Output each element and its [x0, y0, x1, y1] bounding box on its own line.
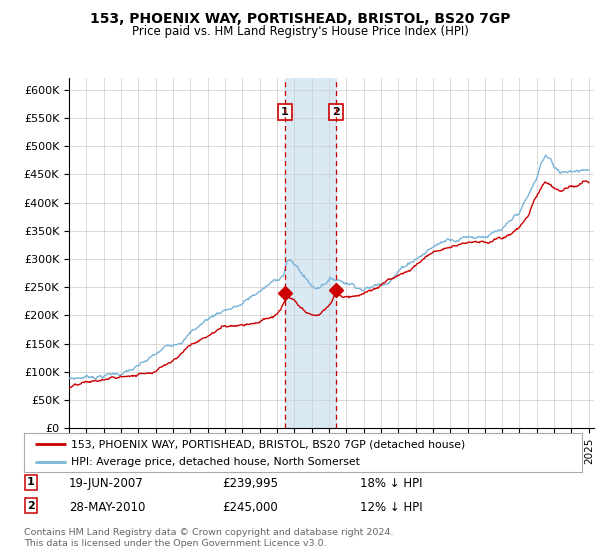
Text: HPI: Average price, detached house, North Somerset: HPI: Average price, detached house, Nort…	[71, 456, 361, 466]
Text: 153, PHOENIX WAY, PORTISHEAD, BRISTOL, BS20 7GP (detached house): 153, PHOENIX WAY, PORTISHEAD, BRISTOL, B…	[71, 439, 466, 449]
Text: 2: 2	[332, 108, 340, 117]
Text: 18% ↓ HPI: 18% ↓ HPI	[360, 477, 422, 490]
Text: £239,995: £239,995	[222, 477, 278, 490]
Text: £245,000: £245,000	[222, 501, 278, 514]
Text: Contains HM Land Registry data © Crown copyright and database right 2024.: Contains HM Land Registry data © Crown c…	[24, 528, 394, 536]
Text: This data is licensed under the Open Government Licence v3.0.: This data is licensed under the Open Gov…	[24, 539, 326, 548]
Text: 1: 1	[27, 477, 35, 487]
Text: 28-MAY-2010: 28-MAY-2010	[69, 501, 145, 514]
Text: 153, PHOENIX WAY, PORTISHEAD, BRISTOL, BS20 7GP: 153, PHOENIX WAY, PORTISHEAD, BRISTOL, B…	[90, 12, 510, 26]
Bar	[285, 78, 336, 428]
Text: 19-JUN-2007: 19-JUN-2007	[69, 477, 144, 490]
Text: Price paid vs. HM Land Registry's House Price Index (HPI): Price paid vs. HM Land Registry's House …	[131, 25, 469, 38]
Text: 1: 1	[281, 108, 289, 117]
Text: 2: 2	[27, 501, 35, 511]
Text: 12% ↓ HPI: 12% ↓ HPI	[360, 501, 422, 514]
